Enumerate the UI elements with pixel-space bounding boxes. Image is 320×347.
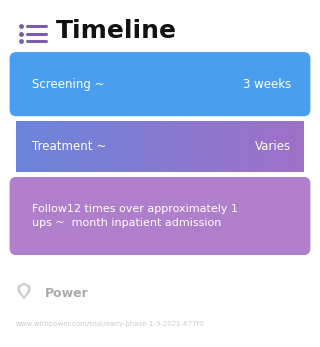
Text: Timeline: Timeline (56, 19, 177, 43)
Text: Screening ~: Screening ~ (32, 78, 105, 91)
Text: www.withpower.com/trial/early-phase-1-9-2021-677f0: www.withpower.com/trial/early-phase-1-9-… (16, 321, 204, 328)
Polygon shape (20, 285, 28, 297)
Polygon shape (18, 283, 30, 299)
Text: Varies: Varies (255, 140, 291, 153)
Text: Follow12 times over approximately 1
ups ~  month inpatient admission: Follow12 times over approximately 1 ups … (32, 204, 238, 228)
Text: 3 weeks: 3 weeks (243, 78, 291, 91)
FancyBboxPatch shape (10, 52, 310, 116)
FancyBboxPatch shape (10, 177, 310, 255)
Text: Treatment ~: Treatment ~ (32, 140, 106, 153)
Text: Power: Power (45, 287, 89, 300)
